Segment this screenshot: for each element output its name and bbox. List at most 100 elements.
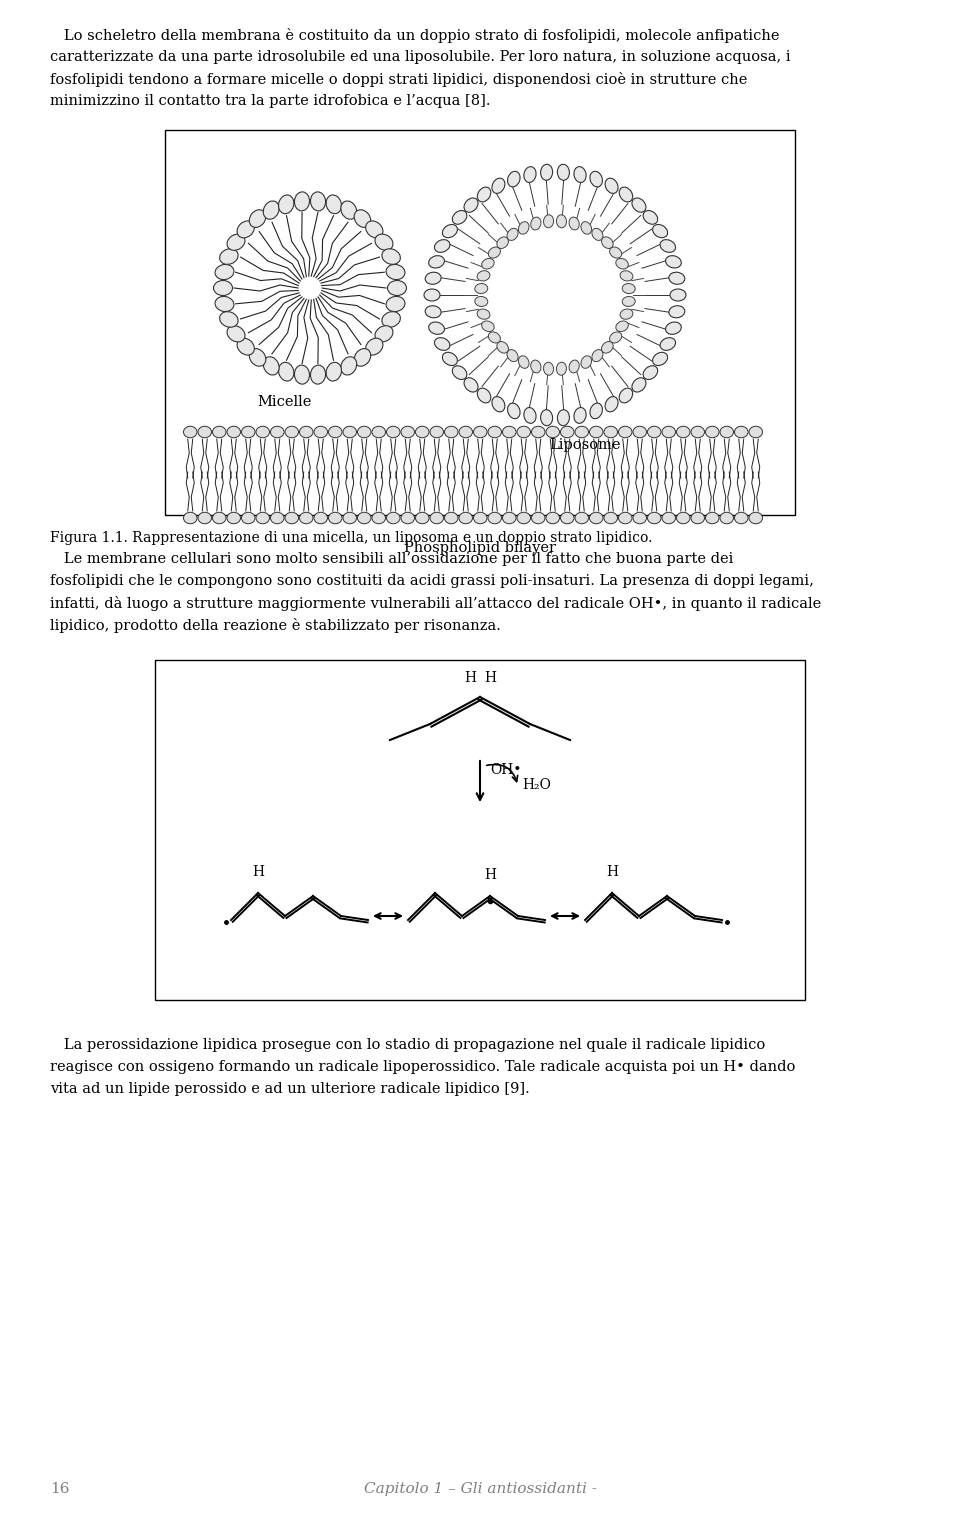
- Ellipse shape: [669, 272, 684, 284]
- Ellipse shape: [531, 360, 541, 373]
- Ellipse shape: [604, 426, 617, 438]
- Ellipse shape: [482, 322, 494, 332]
- Ellipse shape: [473, 426, 487, 438]
- Ellipse shape: [605, 177, 618, 193]
- Ellipse shape: [237, 221, 254, 238]
- Ellipse shape: [581, 221, 591, 234]
- Ellipse shape: [310, 191, 325, 211]
- Text: vita ad un lipide perossido e ad un ulteriore radicale lipidico [9].: vita ad un lipide perossido e ad un ulte…: [50, 1082, 530, 1095]
- Ellipse shape: [561, 513, 574, 523]
- Ellipse shape: [643, 211, 658, 225]
- Ellipse shape: [295, 366, 309, 384]
- Ellipse shape: [464, 378, 478, 391]
- Text: Lo scheletro della membrana è costituito da un doppio strato di fosfolipidi, mol: Lo scheletro della membrana è costituito…: [50, 27, 780, 42]
- Text: H₂O: H₂O: [522, 778, 551, 792]
- Ellipse shape: [575, 426, 588, 438]
- Ellipse shape: [618, 513, 632, 523]
- Ellipse shape: [677, 426, 690, 438]
- Text: Liposome: Liposome: [549, 438, 621, 452]
- Ellipse shape: [632, 199, 646, 212]
- Ellipse shape: [473, 513, 487, 523]
- Ellipse shape: [227, 426, 241, 438]
- Ellipse shape: [647, 513, 661, 523]
- Ellipse shape: [343, 426, 356, 438]
- FancyArrowPatch shape: [477, 762, 483, 799]
- Ellipse shape: [357, 513, 371, 523]
- Ellipse shape: [622, 296, 636, 306]
- Ellipse shape: [435, 240, 450, 252]
- Text: Le membrane cellulari sono molto sensibili all’ossidazione per il fatto che buon: Le membrane cellulari sono molto sensibi…: [50, 552, 733, 566]
- Ellipse shape: [589, 513, 603, 523]
- Ellipse shape: [237, 338, 254, 355]
- Ellipse shape: [691, 426, 705, 438]
- Ellipse shape: [401, 426, 415, 438]
- Ellipse shape: [256, 513, 270, 523]
- Ellipse shape: [278, 196, 294, 214]
- Text: Figura 1.1. Rappresentazione di una micella, un liposoma e un doppio strato lipi: Figura 1.1. Rappresentazione di una mice…: [50, 531, 653, 545]
- Ellipse shape: [375, 326, 393, 341]
- Ellipse shape: [459, 513, 472, 523]
- Ellipse shape: [443, 225, 457, 238]
- Ellipse shape: [543, 215, 554, 228]
- Ellipse shape: [543, 363, 554, 375]
- Ellipse shape: [669, 306, 684, 317]
- Ellipse shape: [382, 311, 400, 328]
- Ellipse shape: [488, 513, 501, 523]
- Ellipse shape: [477, 309, 490, 319]
- Ellipse shape: [497, 237, 509, 249]
- Ellipse shape: [386, 264, 405, 279]
- Ellipse shape: [198, 426, 211, 438]
- Ellipse shape: [488, 426, 501, 438]
- Ellipse shape: [477, 388, 491, 404]
- Ellipse shape: [425, 272, 441, 284]
- Ellipse shape: [508, 404, 520, 419]
- Ellipse shape: [524, 167, 536, 182]
- Ellipse shape: [557, 215, 566, 228]
- Ellipse shape: [429, 256, 444, 269]
- Ellipse shape: [435, 338, 450, 350]
- Ellipse shape: [443, 352, 457, 366]
- Ellipse shape: [310, 366, 325, 384]
- Ellipse shape: [734, 426, 748, 438]
- Ellipse shape: [622, 284, 636, 294]
- Ellipse shape: [464, 199, 478, 212]
- Ellipse shape: [619, 187, 633, 202]
- Ellipse shape: [602, 237, 613, 249]
- Ellipse shape: [295, 191, 309, 211]
- Ellipse shape: [341, 356, 357, 375]
- Ellipse shape: [497, 341, 509, 353]
- Ellipse shape: [706, 513, 719, 523]
- Text: H: H: [606, 865, 618, 878]
- Ellipse shape: [366, 221, 383, 238]
- Ellipse shape: [354, 209, 371, 228]
- Ellipse shape: [250, 209, 266, 228]
- Ellipse shape: [354, 349, 371, 366]
- Ellipse shape: [482, 258, 494, 269]
- Ellipse shape: [250, 349, 266, 366]
- Text: H: H: [464, 671, 476, 686]
- Ellipse shape: [507, 349, 518, 361]
- Ellipse shape: [459, 426, 472, 438]
- Ellipse shape: [677, 513, 690, 523]
- Ellipse shape: [720, 426, 733, 438]
- Ellipse shape: [632, 378, 646, 391]
- Ellipse shape: [610, 332, 622, 343]
- Ellipse shape: [569, 217, 579, 231]
- Ellipse shape: [475, 296, 488, 306]
- Ellipse shape: [429, 322, 444, 334]
- Ellipse shape: [424, 290, 440, 300]
- Ellipse shape: [706, 426, 719, 438]
- Ellipse shape: [592, 229, 603, 240]
- Ellipse shape: [386, 296, 405, 311]
- Ellipse shape: [691, 513, 705, 523]
- Bar: [165, 130, 795, 514]
- Ellipse shape: [452, 366, 467, 379]
- Ellipse shape: [220, 311, 238, 328]
- Text: minimizzino il contatto tra la parte idrofobica e l’acqua [8].: minimizzino il contatto tra la parte idr…: [50, 94, 491, 108]
- Ellipse shape: [430, 426, 444, 438]
- Text: fosfolipidi tendono a formare micelle o doppi strati lipidici, disponendosi cioè: fosfolipidi tendono a formare micelle o …: [50, 71, 748, 86]
- Ellipse shape: [489, 247, 500, 258]
- Ellipse shape: [620, 309, 633, 319]
- Ellipse shape: [653, 225, 667, 238]
- Ellipse shape: [326, 363, 342, 381]
